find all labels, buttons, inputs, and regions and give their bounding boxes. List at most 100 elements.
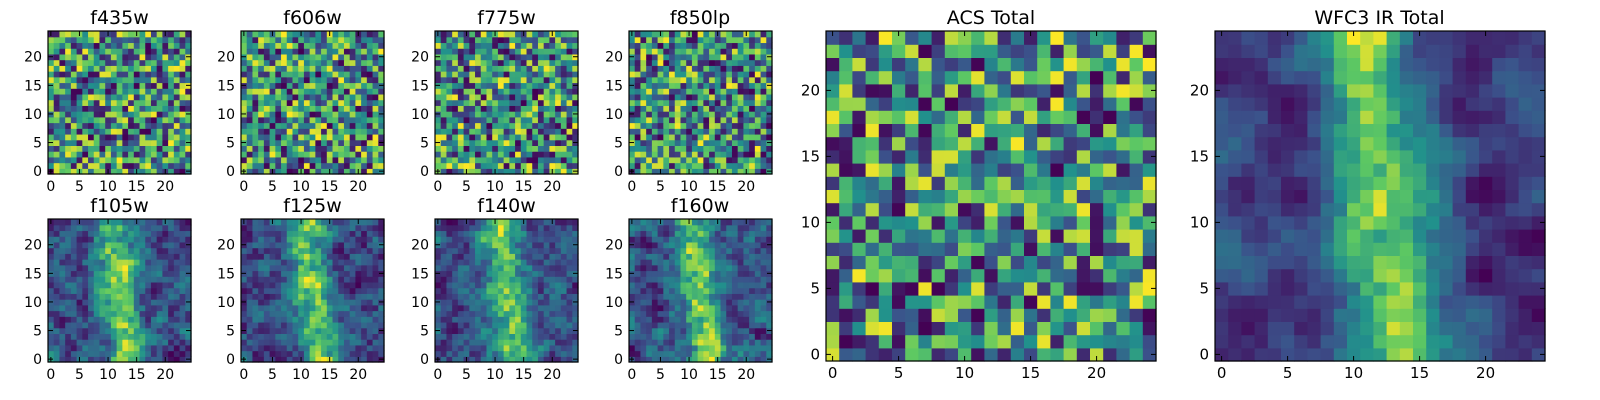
heatmap-cell <box>435 253 442 260</box>
heatmap-cell <box>680 93 687 101</box>
heatmap-cell <box>338 253 345 260</box>
heatmap-cell <box>549 350 556 357</box>
heatmap-cell <box>469 236 476 243</box>
heatmap-cell <box>110 310 118 317</box>
heatmap-cell <box>139 310 146 317</box>
heatmap-cell <box>349 93 356 101</box>
heatmap-cell <box>258 259 265 266</box>
heatmap-cell <box>549 241 556 249</box>
heatmap-cell <box>246 264 254 272</box>
heatmap-cell <box>754 76 762 84</box>
heatmap-cell <box>520 42 528 49</box>
heatmap-cell <box>88 42 95 49</box>
heatmap-cell <box>674 53 682 61</box>
heatmap-cell <box>292 316 299 323</box>
heatmap-cell <box>560 264 568 272</box>
heatmap-cell <box>281 139 288 146</box>
heatmap-cell <box>53 93 61 101</box>
heatmap-cell <box>162 59 169 66</box>
heatmap-cell <box>281 247 288 254</box>
heatmap-cell <box>349 145 356 152</box>
heatmap-cell <box>162 281 169 289</box>
heatmap-cell <box>549 333 556 340</box>
heatmap-cell <box>321 344 328 352</box>
heatmap-cell <box>70 293 78 300</box>
heatmap-cell <box>555 259 562 266</box>
heatmap-cell <box>156 36 163 44</box>
heatmap-cell <box>93 247 101 254</box>
heatmap-cell <box>173 287 181 294</box>
heatmap-cell <box>366 99 374 106</box>
heatmap-cell <box>349 36 356 44</box>
heatmap-cell <box>315 304 322 312</box>
heatmap-cell <box>298 339 305 346</box>
heatmap-cell <box>133 99 141 106</box>
heatmap-cell <box>361 48 368 55</box>
heatmap-cell <box>53 356 61 363</box>
heatmap-cell <box>372 293 379 300</box>
heatmap-cell <box>93 145 101 152</box>
heatmap-cell <box>303 333 311 340</box>
heatmap-cell <box>105 224 112 232</box>
heatmap-cell <box>82 133 89 141</box>
heatmap-cell <box>515 247 522 254</box>
heatmap-cell <box>560 88 568 95</box>
heatmap-cell <box>281 224 288 232</box>
heatmap-cell <box>338 241 345 249</box>
heatmap-cell <box>372 304 379 312</box>
heatmap-cell <box>532 139 539 146</box>
heatmap-cell <box>343 151 351 158</box>
heatmap-cell <box>258 42 265 49</box>
heatmap-cell <box>292 236 299 243</box>
heatmap-cell <box>492 270 499 277</box>
heatmap-cell <box>446 293 453 300</box>
heatmap-cell <box>691 350 699 357</box>
heatmap-cell <box>646 76 653 84</box>
heatmap-cell <box>355 339 362 346</box>
heatmap-cell <box>680 31 687 38</box>
heatmap-cell <box>515 65 522 72</box>
heatmap-cell <box>93 71 101 78</box>
heatmap-cell <box>133 327 141 334</box>
heatmap-cell <box>258 111 265 118</box>
heatmap-cell <box>185 321 192 329</box>
heatmap-cell <box>549 93 556 101</box>
heatmap-cell <box>737 293 744 300</box>
heatmap-cell <box>634 270 642 277</box>
heatmap-cell <box>709 48 716 55</box>
heatmap-cell <box>646 71 653 78</box>
heatmap-cell <box>361 293 368 300</box>
heatmap-cell <box>475 304 482 312</box>
heatmap-cell <box>737 76 744 84</box>
heatmap-cell <box>252 36 259 44</box>
heatmap-cell <box>241 99 248 106</box>
heatmap-cell <box>53 162 61 169</box>
heatmap-cell <box>697 350 704 357</box>
heatmap-cell <box>110 224 118 232</box>
heatmap-cell <box>674 321 682 329</box>
heatmap-cell <box>492 139 499 146</box>
heatmap-cell <box>179 327 186 334</box>
heatmap-cell <box>497 310 505 317</box>
heatmap-cell <box>737 111 744 118</box>
heatmap-cell <box>53 344 61 352</box>
heatmap-cell <box>709 344 716 352</box>
x-tick-label: 0 <box>239 367 248 383</box>
heatmap-cell <box>749 293 756 300</box>
heatmap-cell <box>634 162 642 169</box>
heatmap-cell <box>440 99 448 106</box>
heatmap-cell <box>355 93 362 101</box>
heatmap-cell <box>480 219 488 226</box>
heatmap-cell <box>537 36 545 44</box>
heatmap-cell <box>486 128 493 135</box>
heatmap-cell <box>343 264 351 272</box>
heatmap-cell <box>263 168 271 175</box>
heatmap-cell <box>486 299 493 306</box>
heatmap-cell <box>145 293 152 300</box>
heatmap-cell <box>674 48 682 55</box>
heatmap-cell <box>503 253 510 260</box>
heatmap-cell <box>509 219 516 226</box>
heatmap-cell <box>258 76 265 84</box>
heatmap-cell <box>105 105 112 112</box>
heatmap-cell <box>185 71 192 78</box>
